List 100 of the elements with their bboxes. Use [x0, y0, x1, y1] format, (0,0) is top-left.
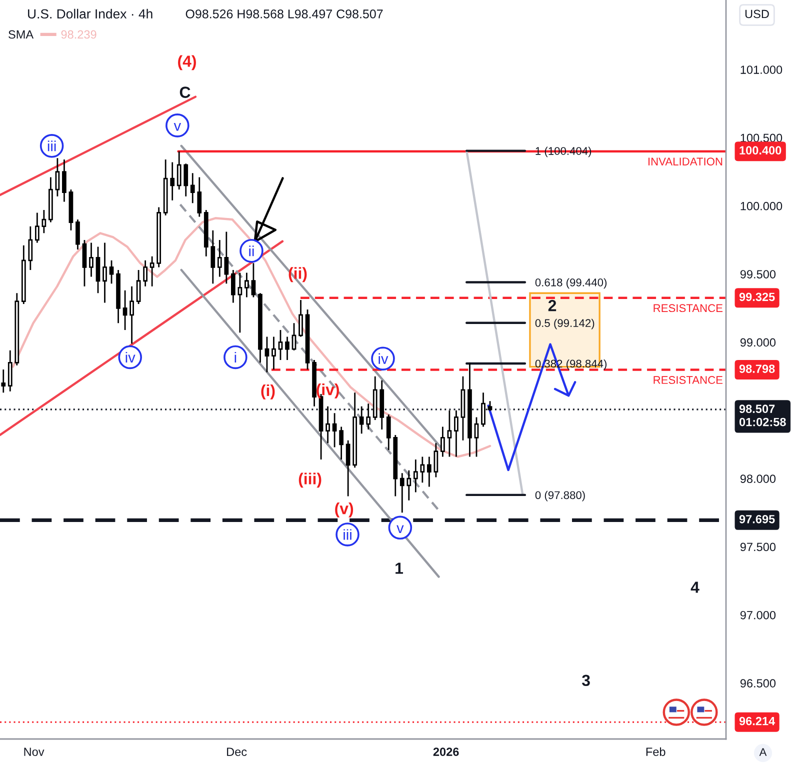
- candlestick: [1, 368, 6, 394]
- candlestick: [426, 456, 432, 488]
- series-label: RESISTANCE: [654, 376, 723, 384]
- candlestick: [292, 322, 296, 352]
- candlestick: [21, 244, 26, 305]
- annotation: ii: [249, 246, 254, 256]
- annotation: iii: [344, 529, 352, 540]
- candlestick: [278, 329, 283, 361]
- text: A: [759, 748, 767, 756]
- annotation: iv: [378, 353, 388, 364]
- annotation: v: [174, 123, 182, 131]
- candlestick: [346, 440, 350, 497]
- candlestick: [109, 260, 114, 284]
- candlestick: [156, 206, 162, 268]
- candlestick: [434, 442, 438, 478]
- candlestick: [386, 414, 391, 451]
- annotation: (iv): [316, 384, 339, 398]
- candlestick: [184, 162, 188, 198]
- annotation: 1: [396, 562, 403, 574]
- annotation: (ii): [288, 267, 307, 282]
- y-tick-label: 97.000: [740, 610, 776, 620]
- candlestick: [102, 242, 107, 304]
- x-tick-label: Nov: [24, 748, 44, 756]
- data-label: 99.325: [739, 292, 775, 302]
- candlestick: [400, 472, 404, 514]
- annotation: v: [396, 525, 404, 533]
- annotation: (4): [178, 55, 196, 70]
- series-label: 0.618 (99.440): [535, 278, 607, 289]
- annotation: iii: [48, 140, 56, 152]
- candlestick: [82, 239, 87, 288]
- annotation: (v): [335, 502, 354, 518]
- candlestick: [251, 262, 256, 298]
- candlestick: [244, 272, 249, 298]
- y-tick-label: 96.500: [740, 679, 776, 688]
- annotation: (i): [261, 384, 275, 400]
- candlestick: [372, 376, 378, 421]
- annotation: 2: [548, 300, 556, 312]
- candlestick: [420, 456, 425, 484]
- annotation: i: [234, 352, 236, 363]
- candlestick: [312, 359, 316, 408]
- point: [388, 516, 412, 540]
- candlestick: [122, 290, 128, 331]
- candlestick: [62, 158, 66, 202]
- candlestick: [197, 176, 202, 218]
- y-tick-label: 98.000: [740, 474, 776, 483]
- point: [240, 238, 264, 263]
- series-label: RESISTANCE: [654, 304, 723, 312]
- annotation: C: [180, 86, 190, 98]
- candlestick: [14, 292, 20, 366]
- candlestick: [170, 162, 175, 202]
- candlestick: [204, 209, 208, 258]
- candlestick: [116, 269, 120, 324]
- candlestick: [440, 426, 445, 458]
- x-tick-label: Dec: [227, 748, 247, 756]
- annotation: 4: [690, 582, 700, 593]
- x-tick-label: Feb: [646, 747, 666, 756]
- candlestick: [68, 188, 74, 232]
- candlestick: [96, 246, 100, 294]
- candlestick: [454, 410, 458, 458]
- point: [224, 345, 248, 370]
- candlestick: [8, 350, 12, 392]
- x-tick-label: 2026: [433, 748, 459, 756]
- candlestick: [366, 402, 371, 430]
- y-tick-label: 100.500: [740, 134, 782, 142]
- y-axis-title: USD: [745, 10, 769, 18]
- annotation: 3: [582, 674, 590, 686]
- candlestick: [89, 242, 94, 278]
- candlestick: [190, 172, 195, 204]
- candlestick: [28, 226, 33, 271]
- candlestick: [264, 336, 270, 373]
- candlestick: [76, 218, 80, 250]
- data-label: 98.798: [739, 364, 775, 373]
- ref-line-label: 98.507 01:02:58: [739, 404, 786, 426]
- candlestick: [217, 239, 222, 278]
- y-tick-label: 101.000: [740, 66, 782, 74]
- series-label: 0 (97.880): [535, 490, 585, 502]
- candlestick: [230, 269, 236, 304]
- y-tick-label: 99.500: [740, 270, 776, 278]
- candlestick: [468, 362, 472, 458]
- candlestick: [48, 176, 53, 223]
- candlestick: [474, 416, 479, 458]
- candlestick: [406, 470, 412, 502]
- candlestick: [298, 299, 303, 338]
- y-tick-label: 99.000: [740, 338, 776, 347]
- candlestick: [393, 434, 398, 497]
- legend-label: 98.239: [61, 30, 96, 39]
- candlestick: [460, 376, 466, 442]
- candlestick: [285, 336, 290, 361]
- candlestick: [447, 410, 452, 458]
- candlestick: [258, 292, 262, 364]
- candlestick: [488, 400, 492, 412]
- series-label: 0.5 (99.142): [535, 318, 594, 330]
- candlestick: [143, 260, 148, 288]
- candlestick: [34, 212, 40, 244]
- candlestick: [42, 209, 46, 234]
- candlestick: [163, 158, 168, 216]
- series-label: INVALIDATION: [648, 158, 722, 166]
- candlestick: [326, 406, 330, 444]
- candlestick: [272, 336, 276, 370]
- candlestick: [176, 150, 182, 190]
